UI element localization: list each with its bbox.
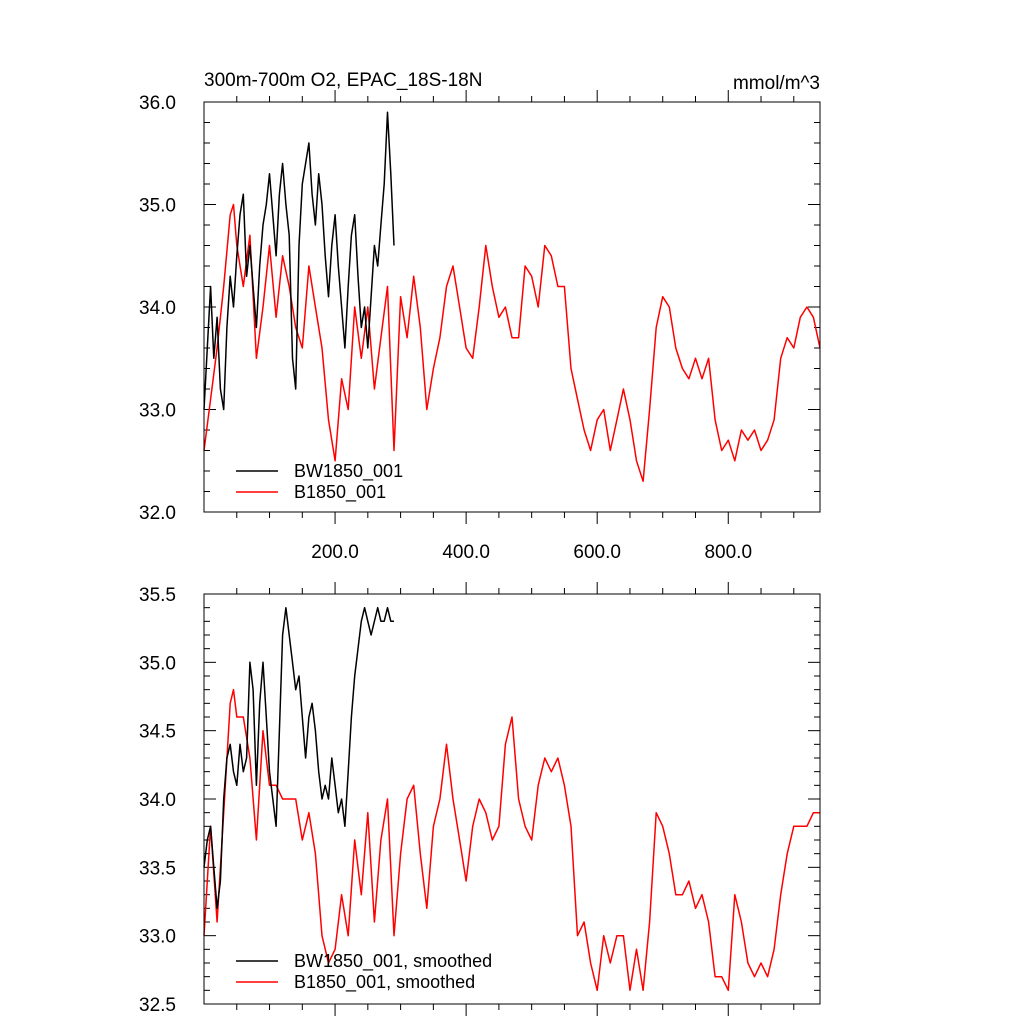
bottom-panel-lines bbox=[203, 606, 820, 992]
y-tick-label: 34.5 bbox=[139, 722, 176, 743]
series-line-0 bbox=[203, 111, 395, 411]
legend-label-b1850-smoothed: B1850_001, smoothed bbox=[294, 972, 475, 993]
x-tick-label: 600.0 bbox=[573, 542, 621, 563]
y-tick-label: 36.0 bbox=[139, 93, 176, 114]
legend-label-bw1850: BW1850_001 bbox=[294, 461, 403, 482]
bottom-legend: BW1850_001, smoothed B1850_001, smoothed bbox=[236, 951, 492, 993]
y-tick-label: 33.0 bbox=[139, 401, 176, 422]
top-legend: BW1850_001 B1850_001 bbox=[236, 461, 403, 503]
y-tick-label: 35.5 bbox=[139, 585, 176, 606]
units-label: mmol/m^3 bbox=[733, 73, 820, 94]
bottom-panel-ticks: 32.5 33.0 33.5 34.0 34.5 35.0 35.5 bbox=[139, 582, 820, 1016]
y-tick-label: 33.5 bbox=[139, 858, 176, 879]
y-tick-label: 33.0 bbox=[139, 927, 176, 948]
chart-title: 300m-700m O2, EPAC_18S-18N bbox=[204, 70, 482, 91]
x-tick-label: 200.0 bbox=[311, 542, 359, 563]
y-tick-label: 35.0 bbox=[139, 196, 176, 217]
y-tick-label: 35.0 bbox=[139, 653, 176, 674]
top-plot-frame bbox=[203, 101, 821, 513]
bottom-panel: 32.5 33.0 33.5 34.0 34.5 35.0 35.5 BW1850_001,… bbox=[139, 582, 821, 1016]
series-line-1 bbox=[203, 203, 821, 483]
top-panel-lines bbox=[203, 111, 821, 483]
y-tick-label: 32.0 bbox=[139, 503, 176, 524]
legend-label-b1850: B1850_001 bbox=[294, 482, 386, 503]
y-tick-label: 34.0 bbox=[139, 298, 176, 319]
series-line-0 bbox=[203, 606, 394, 910]
bottom-plot-frame bbox=[203, 593, 821, 1005]
top-panel-ticks: 32.0 33.0 34.0 35.0 36.0 200.0 400.0 600.0 800.0 bbox=[139, 90, 820, 563]
y-tick-label: 34.0 bbox=[139, 790, 176, 811]
series-line-1 bbox=[203, 688, 820, 992]
y-tick-label: 32.5 bbox=[139, 995, 176, 1016]
x-tick-label: 800.0 bbox=[704, 542, 752, 563]
legend-label-bw1850-smoothed: BW1850_001, smoothed bbox=[294, 951, 492, 972]
x-tick-label: 400.0 bbox=[442, 542, 490, 563]
top-panel: 300m-700m O2, EPAC_18S-18N mmol/m^3 32.0… bbox=[139, 70, 821, 563]
